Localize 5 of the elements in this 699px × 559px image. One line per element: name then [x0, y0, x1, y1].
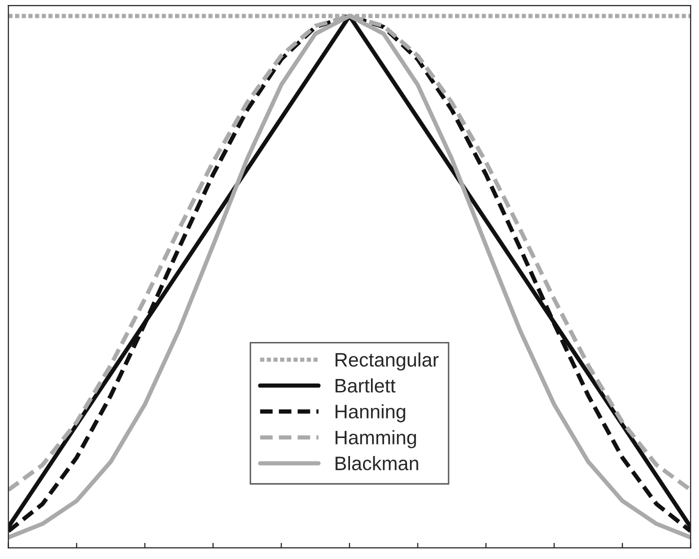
legend-label: Hamming: [336, 430, 416, 448]
legend-label: Hanning: [336, 404, 406, 422]
legend-label: Rectangular: [336, 352, 439, 371]
legend-label: Bartlett: [336, 378, 396, 393]
legend-label: Blackman: [336, 456, 418, 470]
